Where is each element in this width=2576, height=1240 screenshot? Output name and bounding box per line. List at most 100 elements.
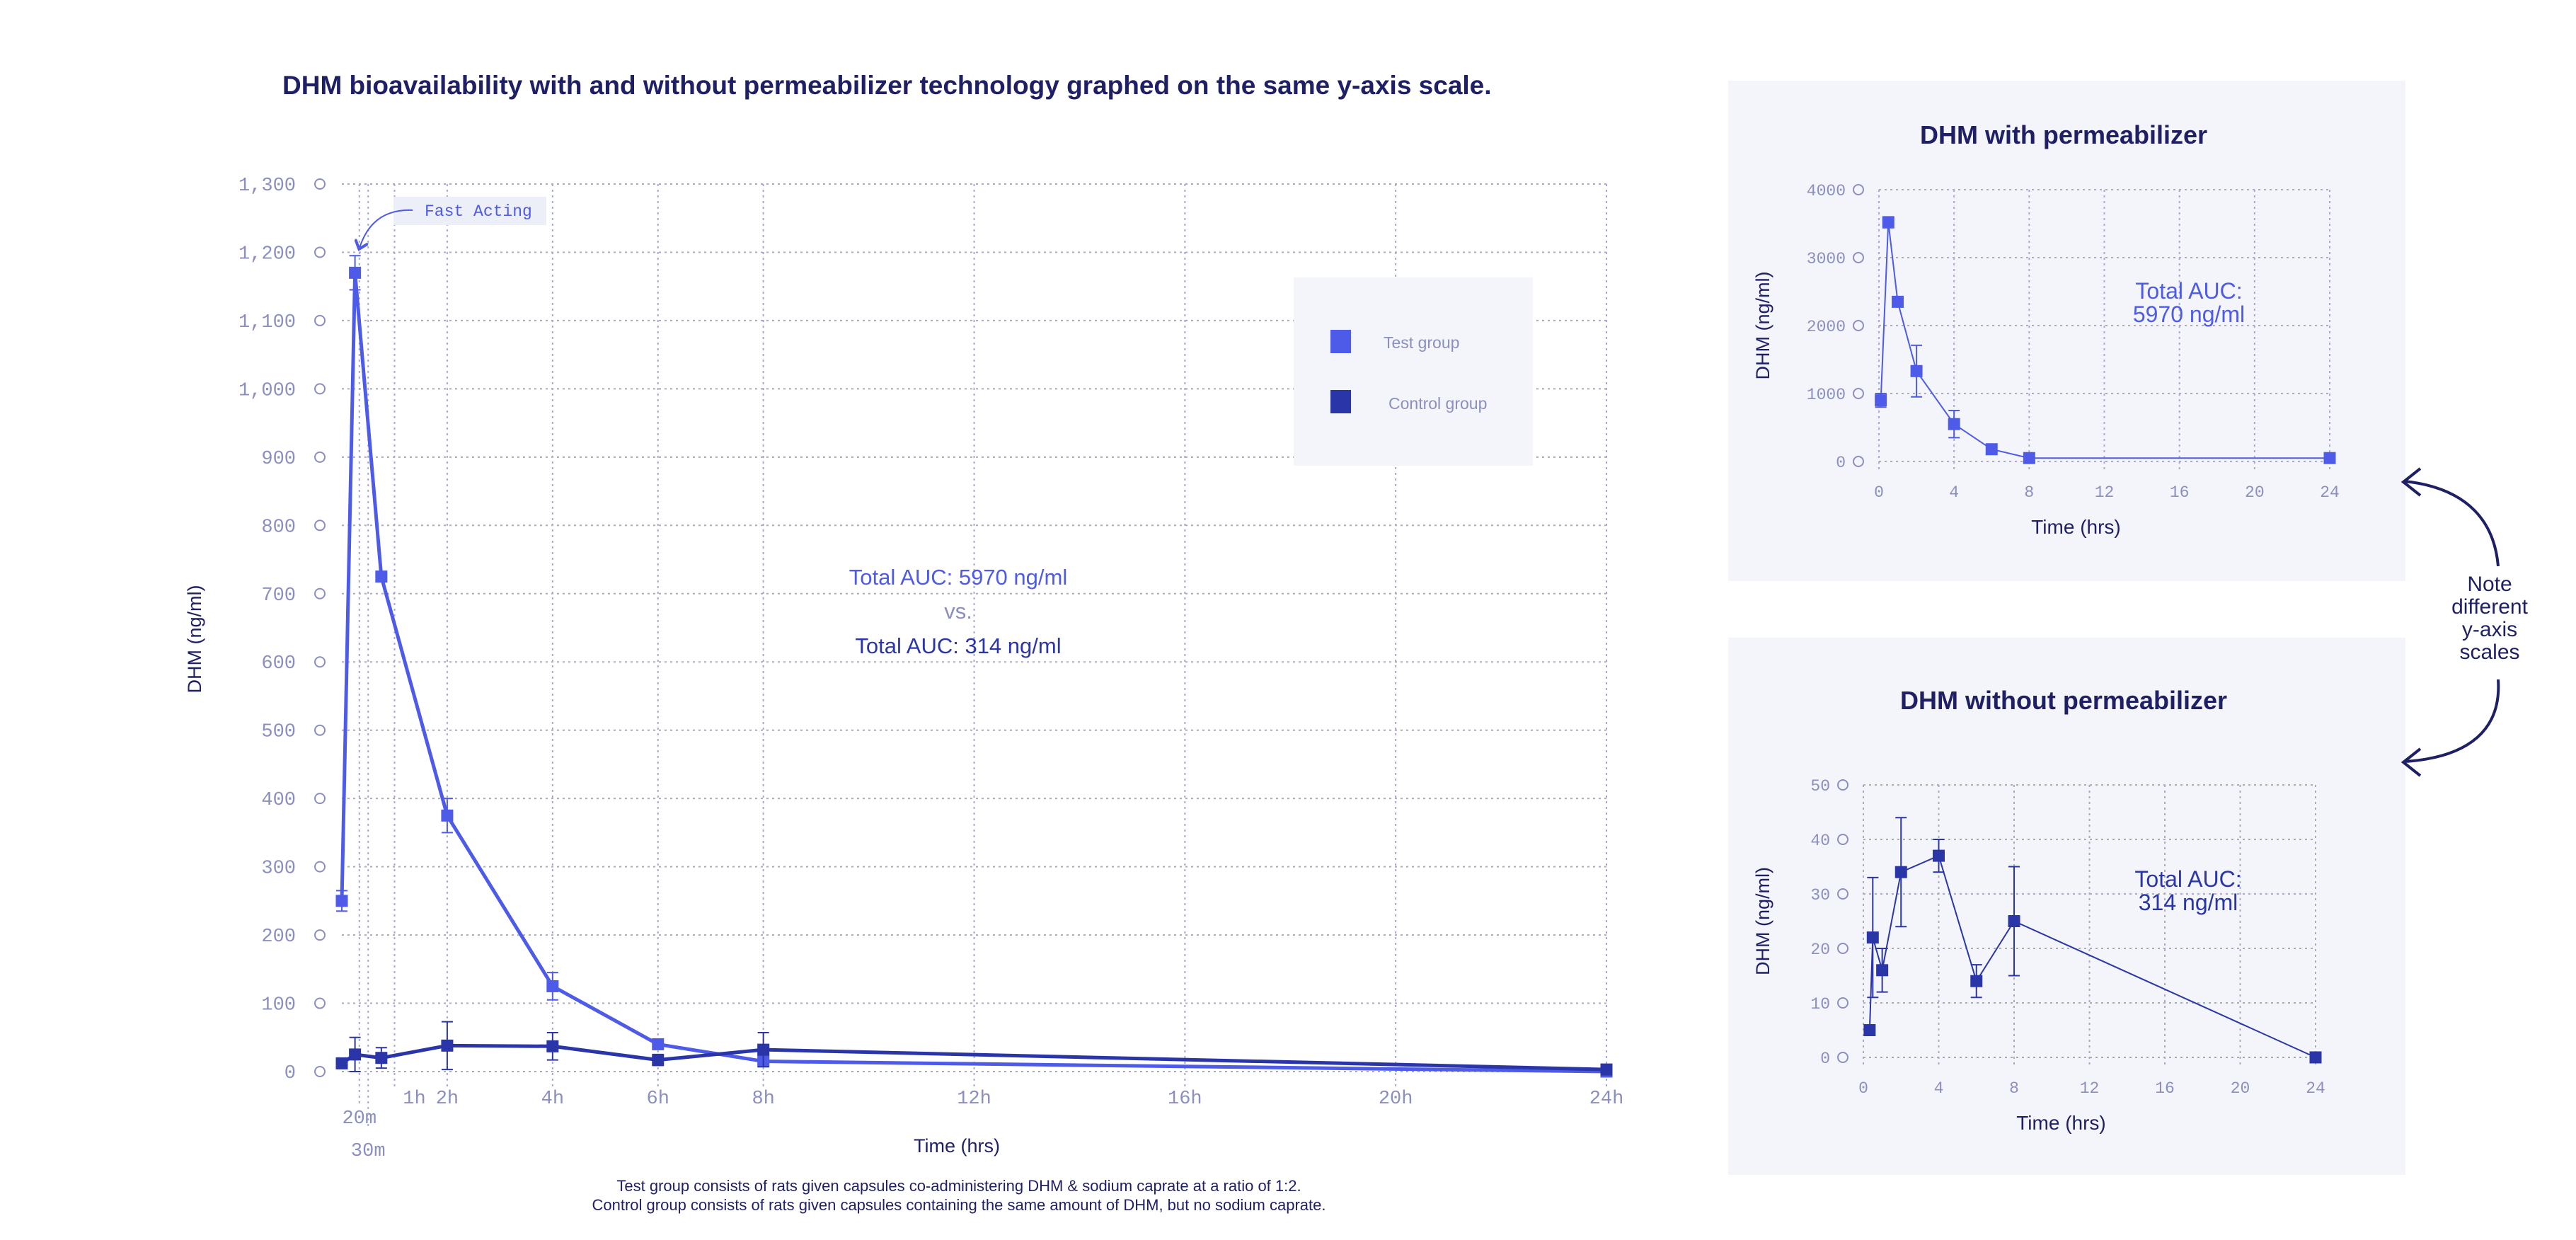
y-tick-label: 800 — [261, 517, 296, 538]
data-point — [1892, 295, 1904, 308]
annotation-auc: Total AUC: — [2135, 278, 2242, 304]
legend-label-test: Test group — [1384, 333, 1459, 352]
legend-swatch-control — [1330, 390, 1351, 413]
y-tick-marker — [1837, 1052, 1848, 1063]
data-point — [375, 1052, 388, 1064]
y-tick-marker — [1837, 888, 1848, 900]
x-axis-label: Time (hrs) — [2031, 516, 2121, 538]
data-point — [1866, 931, 1879, 944]
y-tick-marker — [314, 246, 326, 258]
x-tick-label: 12h — [957, 1089, 991, 1110]
y-axis-label: DHM (ng/ml) — [1752, 272, 1773, 380]
data-point — [1600, 1063, 1613, 1076]
note-text: Note different y-axis scales — [2433, 573, 2546, 664]
fast-acting-box — [393, 197, 546, 225]
y-tick-marker — [1837, 943, 1848, 954]
y-tick-marker — [314, 793, 326, 805]
data-point — [1876, 964, 1889, 977]
y-tick-marker — [314, 587, 326, 599]
x-tick-label: 30m — [351, 1141, 386, 1162]
data-point — [1933, 849, 1945, 862]
annotation-auc: 5970 ng/ml — [2133, 302, 2245, 327]
main-title: DHM bioavailability with and without per… — [282, 71, 1492, 100]
note-arrow-up — [2404, 480, 2500, 567]
y-tick-label: 1,300 — [238, 176, 296, 197]
note-line: y-axis — [2461, 618, 2518, 641]
x-tick-label: 24 — [2306, 1079, 2325, 1098]
chart-with-permeabilizer: DHM with permeabilizer 0 1000 2000 3000 4000 0… — [1752, 120, 2340, 538]
chart-without-permeabilizer: DHM without permeabilizer 0 10 20 30 40 50 0 4 8 1… — [1752, 686, 2325, 1134]
x-axis-label: Time (hrs) — [914, 1135, 1000, 1156]
x-tick-label: 2h — [436, 1089, 459, 1110]
footnote-line: Test group consists of rats given capsul… — [616, 1177, 1301, 1195]
footnote-line: Control group consists of rats given cap… — [592, 1196, 1326, 1214]
data-point — [441, 809, 454, 822]
y-tick-marker — [314, 929, 326, 941]
data-point — [2323, 452, 2336, 464]
annotation-auc-test: Total AUC: 5970 ng/ml — [849, 565, 1067, 590]
y-axis-label: DHM (ng/ml) — [1752, 867, 1773, 975]
legend-box — [1294, 277, 1533, 466]
data-point — [1894, 866, 1907, 878]
y-tick-label: 20 — [1810, 941, 1830, 959]
y-tick-marker — [1837, 779, 1848, 791]
annotation-auc: 314 ng/ml — [2139, 890, 2238, 915]
legend-swatch-test — [1330, 330, 1351, 353]
y-tick-label: 100 — [261, 995, 296, 1016]
x-tick-label: 24h — [1589, 1089, 1624, 1110]
y-tick-marker — [314, 861, 326, 873]
x-tick-label: 4 — [1934, 1079, 1944, 1098]
x-tick-label: 20 — [2245, 483, 2265, 502]
y-tick-label: 1000 — [1807, 386, 1846, 404]
x-tick-label: 1h — [403, 1089, 425, 1110]
data-point — [441, 1039, 454, 1052]
data-point — [335, 895, 348, 907]
x-axis-label: Time (hrs) — [2016, 1112, 2106, 1134]
x-tick-label: 24 — [2320, 483, 2340, 502]
panel-with-permeabilizer — [1728, 81, 2405, 581]
y-tick-label: 1,100 — [238, 312, 296, 333]
x-tick-label: 4h — [541, 1089, 564, 1110]
small-chart-title: DHM with permeabilizer — [1920, 120, 2207, 149]
y-tick-label: 0 — [284, 1063, 296, 1084]
y-tick-label: 50 — [1810, 777, 1830, 796]
y-tick-label: 700 — [261, 585, 296, 607]
data-point — [546, 980, 559, 992]
y-tick-label: 30 — [1810, 886, 1830, 905]
data-point — [335, 1057, 348, 1069]
data-point — [2023, 452, 2035, 464]
series-line — [340, 272, 1607, 1074]
x-tick-label: 12 — [2095, 483, 2115, 502]
data-point — [757, 1043, 770, 1056]
y-tick-label: 200 — [261, 926, 296, 948]
annotation-auc-control: Total AUC: 314 ng/ml — [855, 633, 1061, 658]
y-tick-label: 4000 — [1807, 182, 1846, 200]
panel-without-permeabilizer — [1728, 638, 2405, 1175]
y-tick-marker — [1853, 388, 1864, 399]
y-tick-marker — [314, 383, 326, 395]
y-tick-marker — [314, 656, 326, 668]
annotation-auc: Total AUC: — [2134, 866, 2241, 892]
data-point — [1948, 418, 1960, 430]
annotation-vs: vs. — [944, 599, 972, 624]
data-point — [652, 1038, 665, 1050]
note-arrowhead-down — [2400, 747, 2422, 777]
y-tick-label: 1,200 — [238, 243, 296, 265]
y-tick-label: 500 — [261, 722, 296, 743]
data-point — [349, 1048, 362, 1061]
x-tick-label: 16 — [2170, 483, 2190, 502]
y-tick-label: 1,000 — [238, 380, 296, 401]
y-tick-label: 3000 — [1807, 250, 1846, 268]
y-tick-marker — [1853, 252, 1864, 263]
note-arrow-down — [2404, 679, 2500, 763]
y-tick-marker — [1837, 834, 1848, 845]
data-point — [375, 570, 388, 583]
y-tick-marker — [1853, 184, 1864, 195]
series-line — [1880, 222, 2330, 459]
x-tick-label: 20h — [1379, 1089, 1413, 1110]
data-point — [1985, 443, 1998, 456]
x-tick-label: 0 — [1874, 483, 1884, 502]
y-tick-label: 40 — [1810, 832, 1830, 850]
y-tick-marker — [314, 314, 326, 326]
y-tick-marker — [1853, 456, 1864, 467]
